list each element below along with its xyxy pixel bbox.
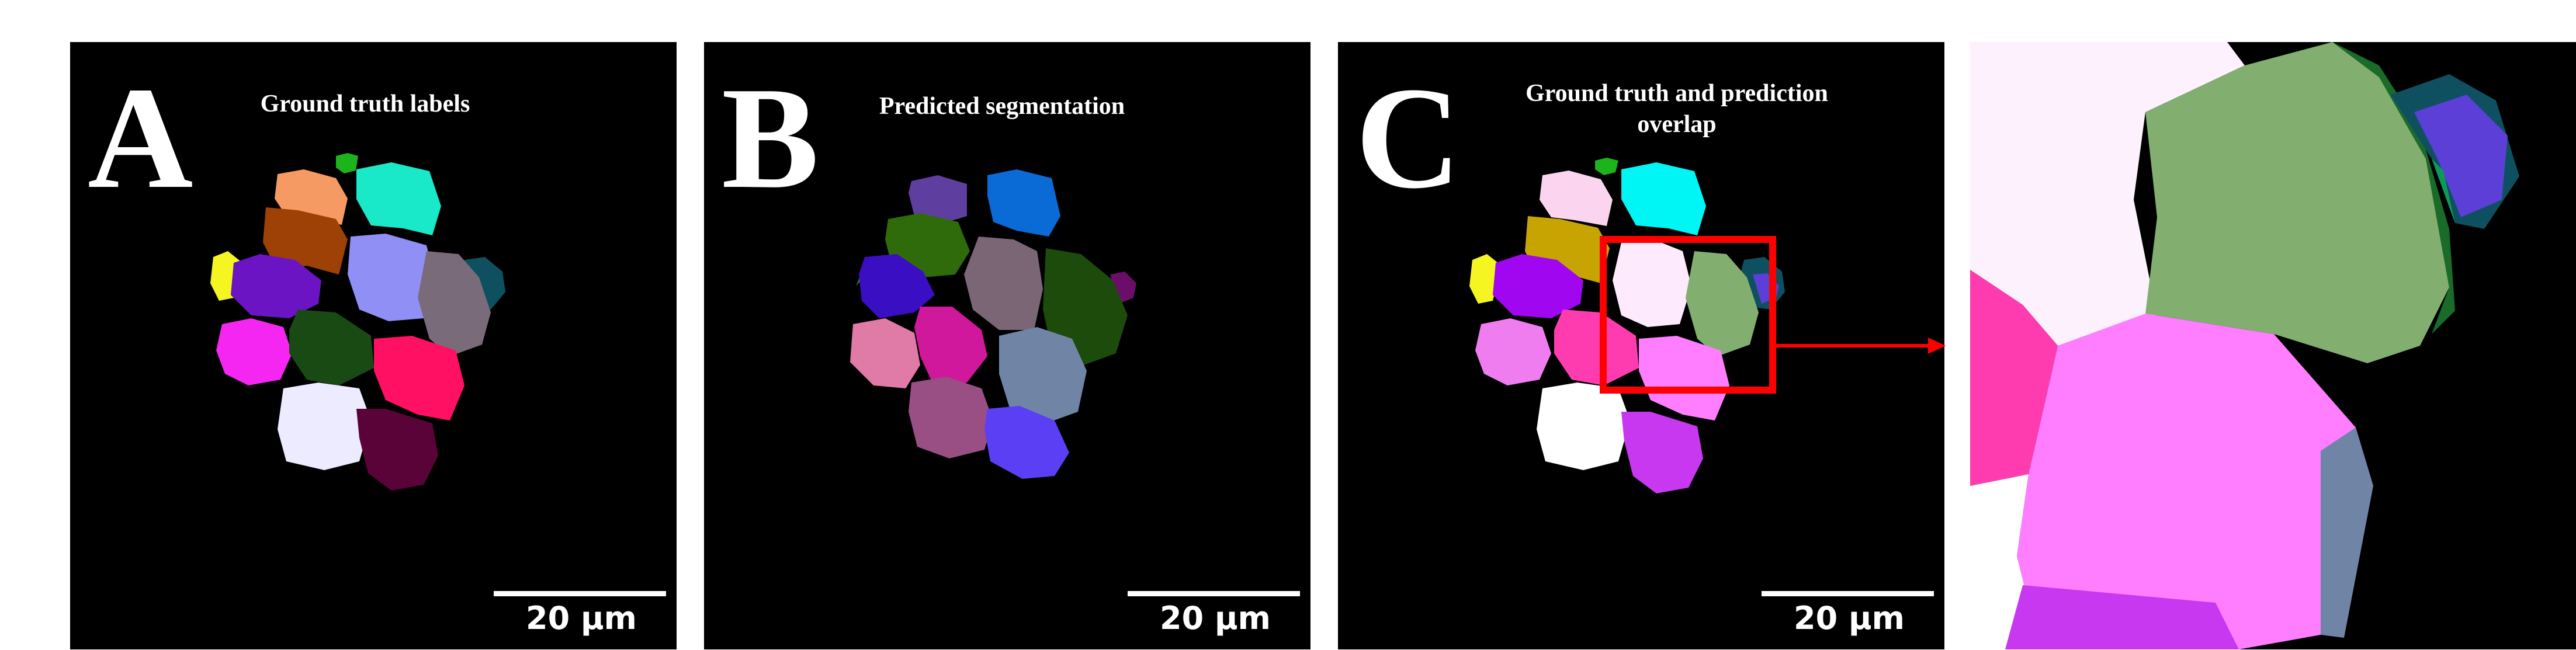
zoom-cells-image [1970,42,2519,649]
panel-b-title: Predicted segmentation [879,93,1125,120]
panel-c-title: Ground truth and prediction overlap [1502,78,1852,140]
scale-bar-c [1762,591,1934,596]
panel-letter-b: B [722,57,819,219]
panel-predicted: B Predicted segmentation 20 µm [704,42,1310,649]
panel-a-title: Ground truth labels [260,91,470,117]
panel-c-title-line2: overlap [1637,110,1717,138]
highlight-box [1600,236,1776,394]
panel-zoom-inset [1970,42,2576,649]
scale-label-a: 20 µm [526,600,637,637]
predicted-cells-image [850,169,1136,479]
scale-bar-b [1128,591,1300,596]
scale-label-c: 20 µm [1794,600,1905,637]
panel-ground-truth: A Ground truth labels 20 µm [70,42,677,649]
panel-overlap: C Ground truth and prediction overlap 20… [1338,42,1944,649]
ground-truth-cells-image [210,153,505,491]
panel-c-title-line1: Ground truth and prediction [1526,80,1828,107]
panel-letter-c: C [1355,57,1461,219]
panel-letter-a: A [88,57,193,219]
scale-bar-a [494,591,666,596]
overlap-cells-image [1469,158,1785,493]
scale-label-b: 20 µm [1160,600,1271,637]
